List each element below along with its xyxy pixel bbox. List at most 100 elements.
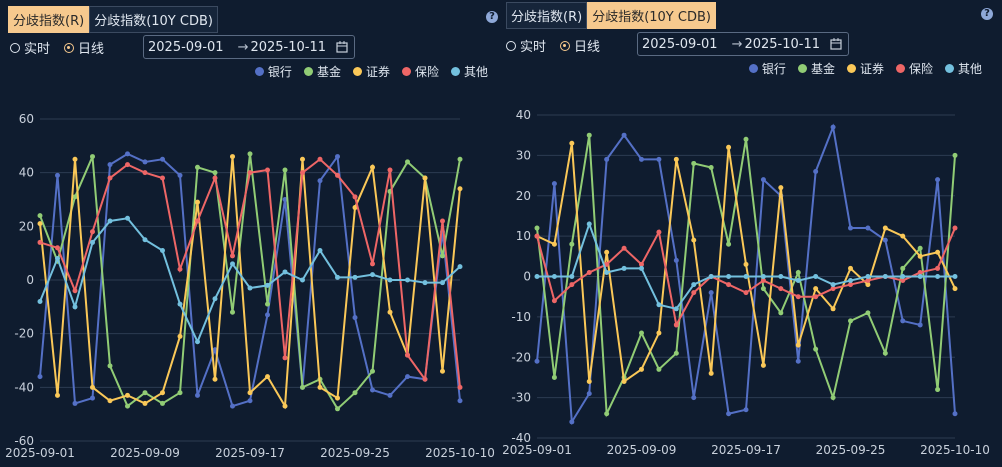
help-icon[interactable]: ? (486, 11, 498, 23)
data-point (917, 322, 923, 328)
mode-option[interactable]: 日线 (560, 36, 600, 55)
data-point (370, 261, 375, 267)
data-point (551, 181, 557, 187)
data-point (656, 229, 662, 235)
data-point (830, 395, 836, 401)
data-point (900, 233, 906, 239)
tabs: 分歧指数(R) 分歧指数(10Y CDB) (8, 6, 218, 33)
data-point (586, 269, 592, 275)
tab[interactable]: 分歧指数(R) (506, 2, 588, 29)
data-point (813, 274, 819, 279)
data-point (335, 395, 340, 401)
data-point (160, 400, 165, 406)
legend-item[interactable]: 保险 (401, 63, 439, 80)
data-point (195, 218, 200, 224)
tab[interactable]: 分歧指数(R) (8, 6, 90, 33)
data-point (370, 387, 375, 393)
data-point (230, 261, 235, 267)
data-point (673, 322, 679, 328)
data-point (457, 156, 463, 162)
legend-item[interactable]: 银行 (748, 60, 786, 77)
data-point (300, 156, 305, 162)
data-point (125, 392, 130, 398)
radio[interactable] (560, 40, 571, 51)
legend-item[interactable]: 其他 (450, 63, 488, 80)
legend-item[interactable]: 其他 (944, 60, 982, 77)
radio[interactable] (506, 40, 516, 51)
date-range[interactable]: 2025-09-01 → 2025-10-11 (637, 32, 849, 56)
data-point (142, 170, 148, 176)
data-point (813, 346, 819, 352)
legend-item[interactable]: 证券 (846, 60, 884, 77)
data-point (795, 358, 801, 364)
data-point (55, 392, 60, 398)
legend-item[interactable]: 证券 (352, 63, 390, 80)
data-point (107, 175, 113, 181)
data-point (813, 286, 819, 292)
y-tick-label: -60 (14, 434, 34, 448)
legend-item[interactable]: 保险 (895, 60, 933, 77)
legend-label: 银行 (761, 62, 786, 76)
data-point (72, 194, 78, 200)
legend-swatch (895, 64, 905, 73)
panel: -60 -40 -20 0 20 40 60 2025-09-01 2025-09-09 2025… (0, 0, 500, 467)
data-point (639, 265, 644, 271)
radio[interactable] (64, 42, 75, 53)
data-point (952, 411, 958, 417)
mode-option[interactable]: 实时 (10, 38, 50, 57)
x-tick-label: 2025-09-17 (711, 443, 781, 457)
legend-item[interactable]: 基金 (797, 60, 835, 77)
data-point (125, 162, 130, 168)
data-point (457, 264, 463, 270)
date-separator: → (237, 39, 249, 55)
tab[interactable]: 分歧指数(10Y CDB) (89, 6, 218, 33)
data-point (691, 237, 697, 243)
data-point (743, 274, 749, 279)
data-point (639, 330, 644, 336)
panel: -40 -30 -20 -10 0 10 20 30 40 2025-09-01 2025-09-0… (502, 0, 1002, 467)
radio[interactable] (10, 42, 20, 53)
mode-label: 实时 (24, 42, 51, 57)
data-point (177, 333, 183, 339)
help-icon[interactable]: ? (981, 8, 993, 20)
legend-item[interactable]: 银行 (254, 63, 292, 80)
data-point (212, 175, 218, 181)
data-point (230, 253, 235, 259)
data-point (335, 172, 340, 178)
data-point (935, 177, 941, 183)
data-point (534, 358, 540, 364)
data-point (586, 378, 592, 384)
data-point (212, 170, 218, 176)
legend-swatch (401, 67, 411, 76)
data-point (621, 378, 627, 384)
data-point (212, 376, 218, 382)
data-point (534, 233, 540, 239)
data-point (55, 245, 60, 251)
data-point (743, 261, 749, 267)
y-tick-label: -10 (511, 310, 531, 324)
data-point (865, 274, 871, 279)
data-point (160, 247, 165, 253)
legend-swatch (748, 64, 758, 73)
y-tick-label: 30 (516, 148, 531, 162)
mode-option[interactable]: 日线 (64, 38, 104, 57)
legend-swatch (303, 67, 313, 76)
calendar-icon (336, 41, 348, 53)
data-point (352, 390, 358, 396)
data-point (195, 199, 200, 205)
data-point (37, 239, 43, 245)
data-point (795, 342, 801, 348)
data-point (813, 294, 819, 300)
date-range[interactable]: 2025-09-01 → 2025-10-11 (143, 35, 355, 59)
tab[interactable]: 分歧指数(10Y CDB) (587, 2, 716, 29)
y-tick-label: 40 (19, 166, 34, 180)
data-point (760, 362, 766, 368)
mode-option[interactable]: 实时 (506, 36, 546, 55)
data-point (900, 318, 906, 324)
data-point (551, 274, 557, 279)
data-point (125, 403, 130, 409)
data-point (317, 247, 323, 253)
legend-item[interactable]: 基金 (303, 63, 341, 80)
data-point (265, 167, 270, 173)
legend-label: 保险 (414, 65, 439, 79)
